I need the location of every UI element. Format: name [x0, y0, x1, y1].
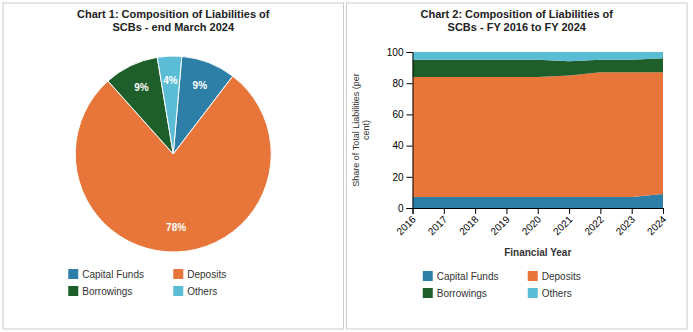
tick-mark	[407, 83, 413, 84]
y-label-group: Share of Total Liabilities (percent)	[351, 73, 372, 186]
legend-label: Borrowings	[82, 286, 132, 297]
tick-mark	[569, 208, 570, 214]
tick-label: 2024	[645, 213, 669, 237]
tick-label: 2018	[457, 213, 481, 237]
tick-label: 2017	[426, 213, 450, 237]
legend-swatch	[423, 288, 433, 298]
legend-label: Deposits	[542, 271, 581, 282]
legend-item: Borrowings	[423, 288, 487, 299]
pie-slice	[157, 56, 182, 154]
tick: 2023	[614, 208, 638, 237]
panel-border	[3, 3, 344, 329]
chart-title-line: SCBs - FY 2016 to FY 2024	[448, 21, 587, 33]
panel-border	[347, 3, 688, 329]
data-label: 78%	[166, 222, 186, 233]
area	[413, 58, 664, 77]
legend-label: Capital Funds	[82, 269, 144, 280]
tick-mark	[407, 146, 413, 147]
chart-title: Chart 2: Composition of Liabilities ofSC…	[421, 8, 614, 33]
tick-mark	[506, 208, 507, 214]
tick-label: 20	[392, 172, 404, 183]
pie: 9% 78% 9% 4%	[75, 56, 271, 252]
tick-mark	[407, 208, 413, 209]
data-label: 9%	[134, 82, 149, 93]
tick: 40	[392, 140, 412, 151]
tick-mark	[600, 208, 601, 214]
tick-mark	[444, 208, 445, 214]
tick: 60	[392, 109, 412, 120]
tick-label: 2021	[551, 213, 575, 237]
pie-chart: Chart 1: Composition of Liabilities ofSC…	[68, 8, 271, 297]
x-axis: 2016 2017 2018 2019 2020 2021 2022 2023 2024	[394, 208, 668, 237]
legend-item: Capital Funds	[423, 271, 499, 282]
area-chart: Chart 2: Composition of Liabilities ofSC…	[351, 8, 669, 299]
tick: 20	[392, 172, 412, 183]
legend-item: Capital Funds	[68, 269, 144, 280]
legend-swatch	[173, 269, 183, 279]
chart-canvas: Chart 1: Composition of Liabilities ofSC…	[0, 0, 693, 332]
data-label: 4%	[163, 75, 178, 86]
tick-label: 0	[398, 203, 404, 214]
legend: Capital Funds Deposits Borrowings Others	[423, 271, 581, 299]
tick-mark	[407, 114, 413, 115]
tick: 80	[392, 78, 412, 89]
tick-label: 2019	[488, 213, 512, 237]
legend-item: Deposits	[528, 271, 581, 282]
tick: 2021	[551, 208, 575, 237]
tick: 2020	[520, 208, 544, 237]
legend-item: Borrowings	[68, 286, 132, 297]
chart-title-line: Chart 1: Composition of Liabilities of	[77, 8, 270, 20]
legend-label: Others	[542, 288, 572, 299]
axis-title-line: cent)	[361, 120, 371, 140]
tick: 2019	[488, 208, 512, 237]
tick: 0	[398, 203, 413, 214]
legend-swatch	[423, 271, 433, 281]
tick: 100	[387, 47, 413, 58]
y-axis: 0 20 40 60 80 100	[387, 47, 413, 214]
legend-label: Others	[187, 286, 217, 297]
legend-label: Deposits	[187, 269, 226, 280]
tick-label: 60	[392, 109, 404, 120]
legend-label: Borrowings	[437, 288, 487, 299]
tick: 2024	[645, 208, 669, 237]
legend-swatch	[528, 271, 538, 281]
tick-mark	[475, 208, 476, 214]
data-label: 9%	[193, 80, 208, 91]
plot-area	[413, 52, 664, 208]
tick-mark	[538, 208, 539, 214]
area	[413, 52, 664, 61]
legend-item: Others	[173, 286, 217, 297]
legend-swatch	[528, 288, 538, 298]
tick-label: 2023	[614, 213, 638, 237]
axis-line	[407, 53, 414, 209]
axis-title: Share of Total Liabilities (percent)	[351, 73, 372, 186]
tick-label: 40	[392, 140, 404, 151]
legend-swatch	[173, 286, 183, 296]
legend: Capital Funds Deposits Borrowings Others	[68, 269, 226, 297]
chart-title-line: SCBs - end March 2024	[112, 21, 235, 33]
tick-mark	[407, 177, 413, 178]
tick-mark	[407, 52, 413, 53]
tick: 2017	[426, 208, 450, 237]
area	[413, 72, 664, 197]
tick-mark	[663, 208, 664, 214]
tick-label: 2020	[520, 213, 544, 237]
tick-mark	[632, 208, 633, 214]
tick: 2022	[582, 208, 606, 237]
legend-item: Deposits	[173, 269, 226, 280]
legend-item: Others	[528, 288, 572, 299]
tick-label: 2016	[394, 213, 418, 237]
axis-title: Financial Year	[504, 247, 571, 258]
legend-swatch	[68, 269, 78, 279]
legend-label: Capital Funds	[437, 271, 499, 282]
tick-label: 80	[392, 78, 404, 89]
tick-label: 100	[387, 47, 404, 58]
axis-line	[413, 209, 664, 215]
legend-swatch	[68, 286, 78, 296]
tick-label: 2022	[582, 213, 606, 237]
chart-title-line: Chart 2: Composition of Liabilities of	[421, 8, 614, 20]
tick: 2018	[457, 208, 481, 237]
chart-title: Chart 1: Composition of Liabilities ofSC…	[77, 8, 270, 33]
axis-title-line: Share of Total Liabilities (per	[351, 73, 361, 186]
